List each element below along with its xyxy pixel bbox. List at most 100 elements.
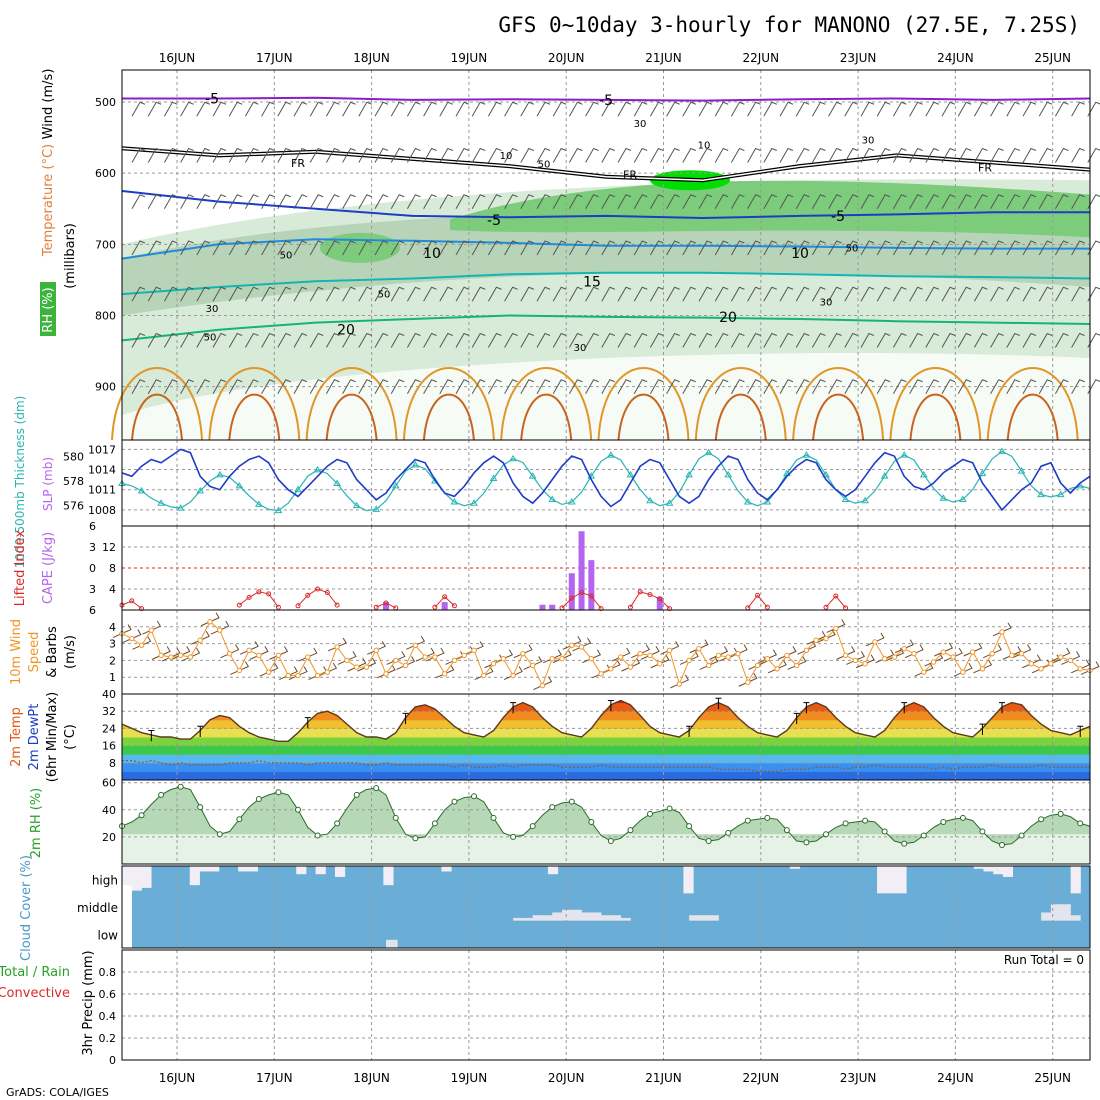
li-marker <box>627 604 633 610</box>
wind-barb <box>828 286 842 302</box>
thickness-marker <box>861 496 869 504</box>
rh-marker <box>686 823 693 830</box>
contour-label: -5 <box>599 93 613 109</box>
temperature-band <box>122 754 1090 764</box>
wind-barb <box>892 194 907 209</box>
thickness-marker <box>919 470 928 478</box>
precip-axis-label: 3hr Precip (mm) <box>81 950 96 1055</box>
wind10-marker <box>989 650 995 657</box>
wind-barb <box>293 240 308 256</box>
li-line <box>434 595 455 608</box>
wind-barb <box>585 240 599 256</box>
credit-text: GrADS: COLA/IGES <box>6 1086 109 1099</box>
wind-barb <box>682 240 696 256</box>
wind10-marker <box>813 637 819 643</box>
wind-barb <box>892 240 907 256</box>
thickness-marker <box>841 495 850 502</box>
wind-barb <box>990 101 1004 117</box>
wind10-marker <box>393 657 399 664</box>
cloud-high-gap <box>983 866 994 872</box>
isotherm-25 <box>597 367 690 441</box>
cloud-middle-gap <box>542 915 553 921</box>
rh-marker <box>1018 832 1025 839</box>
li-tick-label: 6 <box>89 604 96 617</box>
cloud-high-gap <box>886 866 897 894</box>
wind-barb <box>601 379 615 394</box>
wind-barb <box>487 101 502 117</box>
wind-barb <box>406 240 421 256</box>
wind-barb <box>617 379 632 394</box>
wind-barb <box>147 286 162 302</box>
wind-barb <box>552 240 567 256</box>
wind10-marker <box>745 679 751 685</box>
rh-line <box>121 786 1091 846</box>
cloud-level-label: middle <box>77 901 118 915</box>
wind10-marker <box>520 650 526 657</box>
wind10-label-line2: Speed <box>27 632 42 673</box>
rh-marker <box>959 814 966 821</box>
wind-barb <box>747 240 761 256</box>
wind-barb <box>811 101 826 117</box>
rh2m-axis-label: 2m RH (%) <box>29 788 44 859</box>
wind-barb <box>973 194 988 209</box>
wind10-marker <box>715 652 722 659</box>
wind10-barb <box>963 642 983 657</box>
pressure-tick-label: 800 <box>95 309 116 322</box>
wind-barb <box>228 147 243 163</box>
wind-barb <box>941 286 956 302</box>
wind-barb <box>941 240 956 256</box>
wind-barb <box>1054 240 1069 256</box>
rh-marker <box>275 789 282 796</box>
upper-air-ylabel: RH (%) RH (%) Temperature (°C) Wind (m/s… <box>40 69 78 336</box>
wind-barb <box>244 286 259 302</box>
wind10-marker <box>969 649 976 655</box>
thickness-marker <box>939 494 948 501</box>
wind-barb <box>633 286 648 302</box>
cape-bar <box>588 560 595 610</box>
thickness-marker <box>743 497 752 505</box>
wind-barb <box>698 240 713 256</box>
wind10-barb <box>181 647 201 662</box>
temperature-band <box>122 745 1090 755</box>
minmax-whisker <box>979 723 986 735</box>
wind-barb <box>487 379 502 394</box>
li-line <box>376 602 397 609</box>
cloud-cover-frame <box>121 865 1091 949</box>
wind-barb <box>212 101 227 117</box>
wind-barb <box>990 194 1004 209</box>
wind-barb <box>779 240 794 256</box>
wind-barb <box>196 240 210 256</box>
wind-barb <box>261 101 275 117</box>
temperature-legend-label: Temperature (°C) <box>41 144 56 257</box>
wind-barb <box>536 194 551 209</box>
wind10-barb <box>220 644 240 659</box>
li-marker <box>667 606 673 612</box>
wind10-marker <box>148 627 155 633</box>
wind-barb <box>325 101 340 117</box>
wind10-barb <box>357 657 377 672</box>
cape-bar <box>549 604 556 610</box>
wind10-marker <box>324 669 331 675</box>
wind-barb <box>309 194 324 209</box>
pressure-tick-label: 500 <box>95 96 116 109</box>
isotherm-30 <box>909 393 962 441</box>
wind-barb <box>941 101 956 117</box>
cloud-high-gap <box>1002 866 1014 877</box>
cloud-middle-gap <box>610 915 622 921</box>
temperature-ylabel: 2m Temp 2m DewPt (6hr Min/Max) (°C) <box>9 692 78 782</box>
thickness-marker <box>704 448 713 456</box>
thickness-marker <box>626 470 635 478</box>
wind-barb <box>633 147 648 163</box>
contour-label: 20 <box>719 310 737 326</box>
cloud-middle-gap <box>581 912 592 921</box>
wind-barb <box>309 379 324 394</box>
wind10-marker <box>891 654 898 660</box>
date-label-top: 23JUN <box>840 51 877 65</box>
slp-tick-label: 1011 <box>88 484 116 497</box>
rh-marker <box>1077 820 1084 827</box>
wind-barb <box>536 332 551 348</box>
li-marker <box>764 604 770 610</box>
rh-marker <box>764 814 771 821</box>
wind-barb <box>763 147 777 163</box>
slp-tick-label: 1014 <box>88 464 116 477</box>
